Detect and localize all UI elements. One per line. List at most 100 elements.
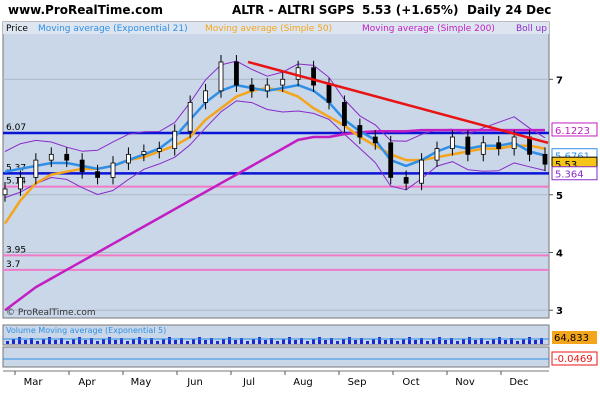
x-tick-label-4: Jul <box>242 377 255 388</box>
legend-sma200: Moving average (Simple 200) <box>362 24 495 34</box>
legend-bollinger: Boll up <box>516 24 547 34</box>
volume-value-tag-bg <box>552 331 597 344</box>
candle-body-1 <box>18 177 23 190</box>
volume-bar-6 <box>42 339 45 344</box>
volume-bar-32 <box>198 337 201 344</box>
candle-body-8 <box>126 153 131 164</box>
y-tick-label-3: 7 <box>556 75 563 86</box>
candle-body-19 <box>295 67 301 80</box>
candle-body-18 <box>280 78 286 86</box>
level-label-0: 6.07 <box>6 123 26 133</box>
volume-bar-53 <box>324 340 327 344</box>
candle-body-10 <box>156 148 162 152</box>
candle-body-13 <box>203 90 208 103</box>
candle-body-35 <box>542 153 548 165</box>
candle-body-32 <box>496 142 502 149</box>
candle-body-21 <box>326 84 332 103</box>
price-grid <box>3 78 549 311</box>
volume-bar-14 <box>90 338 93 344</box>
candle-body-31 <box>480 142 486 155</box>
volume-bar-40 <box>246 341 249 344</box>
y-tick-label-0: 3 <box>556 306 563 317</box>
instrument-name: ALTR - ALTRI SGPS <box>232 3 355 17</box>
ema21-line <box>4 83 546 173</box>
volume-bar-57 <box>348 337 351 344</box>
volume-bar-63 <box>384 340 387 344</box>
candle-body-34 <box>527 136 532 155</box>
volume-bar-58 <box>354 340 357 344</box>
legend-ema21: Moving average (Exponential 21) <box>38 24 188 34</box>
volume-bar-25 <box>156 341 159 344</box>
volume-label: Volume Moving average (Exponential 5) <box>6 326 166 335</box>
level-label-2: 5.14 <box>6 177 26 187</box>
indicator-lines <box>3 60 546 312</box>
volume-bar-61 <box>372 339 375 344</box>
volume-bar-29 <box>180 338 183 344</box>
volume-bar-45 <box>276 341 279 344</box>
legend-sma50: Moving average (Simple 50) <box>205 24 332 34</box>
candle-body-29 <box>450 136 455 149</box>
legend-price: Price <box>6 24 28 34</box>
x-tick-label-8: Nov <box>455 377 475 388</box>
price-tag-bg-upper_band <box>551 122 598 137</box>
resistance-line <box>247 60 549 145</box>
level-label-3: 3.95 <box>6 245 26 255</box>
candle-body-16 <box>249 84 255 92</box>
volume-bar-75 <box>456 341 459 344</box>
volume-bar-15 <box>96 341 99 344</box>
volume-bar-22 <box>138 337 141 344</box>
candle-body-12 <box>187 101 193 132</box>
volume-bar-62 <box>378 337 381 344</box>
sma200-line <box>4 128 545 312</box>
chart-period: Daily 24 Dec <box>467 3 551 17</box>
volume-bar-70 <box>426 341 429 344</box>
volume-bar-64 <box>390 338 393 344</box>
volume-bar-54 <box>330 338 333 344</box>
candle-body-11 <box>172 130 178 149</box>
volume-bar-28 <box>174 340 177 344</box>
candle-body-2 <box>33 159 39 178</box>
indicator-value-tag: -0.0469 <box>554 354 593 365</box>
x-tick-label-1: Apr <box>78 377 96 388</box>
volume-bar-49 <box>300 338 303 344</box>
volume-bar-42 <box>258 337 261 344</box>
x-tick-label-5: Aug <box>293 377 313 388</box>
candle-body-27 <box>419 159 424 184</box>
volume-bar-46 <box>282 339 285 344</box>
volume-bar-89 <box>540 338 543 344</box>
volume-bar-18 <box>114 340 117 344</box>
candle-body-23 <box>357 125 363 138</box>
candle-body-20 <box>311 67 316 86</box>
volume-bar-31 <box>192 339 195 344</box>
price-tag-lower: 5.364 <box>555 170 584 181</box>
volume-bar-34 <box>210 338 213 344</box>
volume-bar-72 <box>438 337 441 344</box>
volume-bar-24 <box>150 338 153 344</box>
candle-body-22 <box>342 101 347 126</box>
volume-bar-77 <box>468 337 471 344</box>
candle-body-6 <box>95 171 100 178</box>
volume-bar-78 <box>474 340 477 344</box>
volume-bar-65 <box>396 341 399 344</box>
price-candles <box>2 55 548 202</box>
watermark: © ProRealTime.com <box>6 308 96 318</box>
volume-bar-84 <box>510 338 513 344</box>
volume-bar-43 <box>264 340 267 344</box>
x-tick-label-2: May <box>131 377 152 388</box>
site-title: www.ProRealTime.com <box>8 3 163 17</box>
volume-bar-50 <box>306 341 309 344</box>
x-tick-label-6: Sep <box>348 377 367 388</box>
volume-bar-79 <box>480 338 483 344</box>
volume-bar-9 <box>60 338 63 344</box>
y-axis: 3 4 5 7 <box>549 75 563 317</box>
volume-bar-59 <box>360 338 363 344</box>
volume-bar-85 <box>516 341 519 344</box>
volume-bar-8 <box>54 340 57 344</box>
volume-bar-76 <box>462 339 465 344</box>
volume-bar-47 <box>288 337 291 344</box>
volume-bar-71 <box>432 339 435 344</box>
volume-bar-0 <box>6 341 9 344</box>
volume-bar-2 <box>18 337 21 344</box>
volume-bar-67 <box>408 337 411 344</box>
